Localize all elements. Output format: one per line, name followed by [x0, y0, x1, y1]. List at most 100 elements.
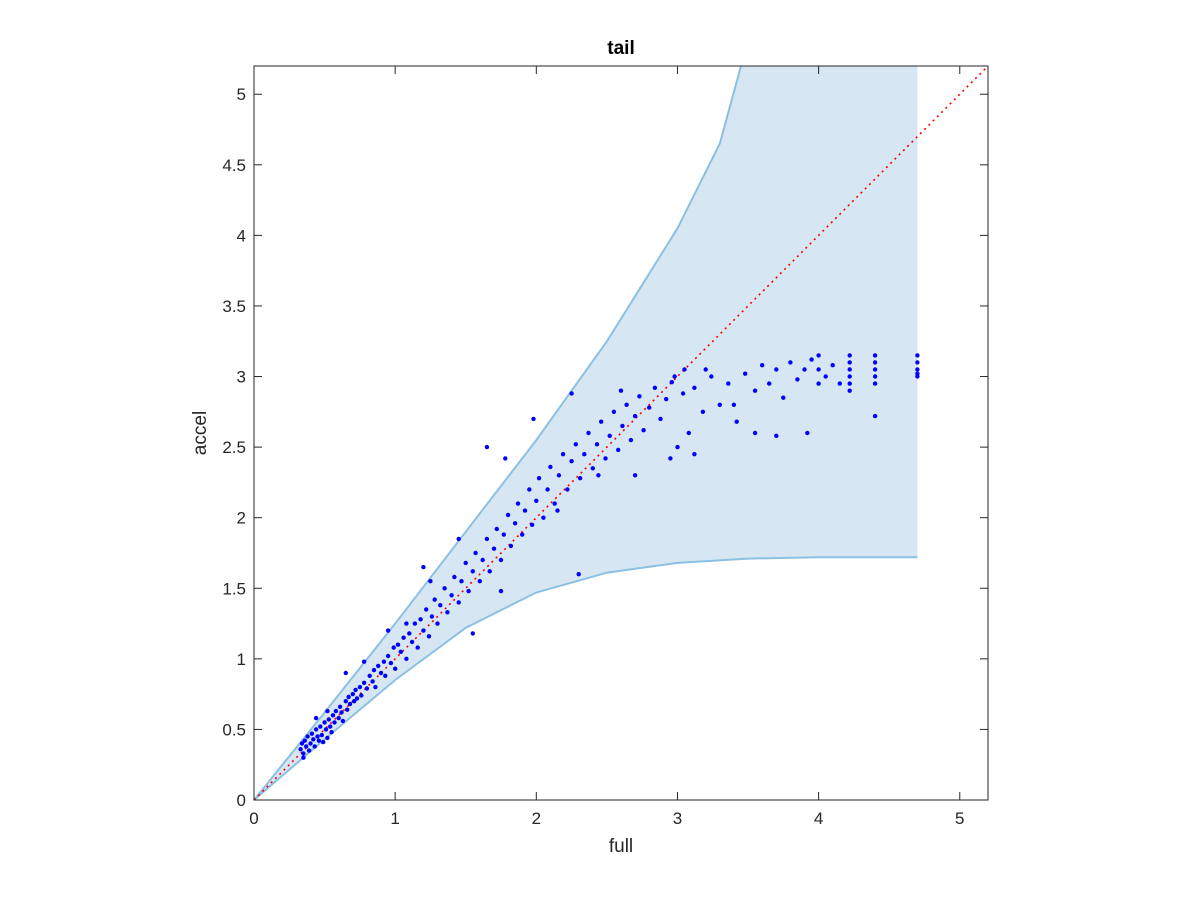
data-point [466, 588, 471, 594]
data-point [664, 396, 669, 402]
data-point [565, 487, 570, 492]
data-point [594, 442, 600, 447]
y-tick-label: 1 [237, 650, 246, 669]
data-point [847, 360, 852, 365]
data-point [647, 405, 652, 410]
data-point [308, 741, 313, 746]
data-point [404, 621, 409, 626]
data-point [700, 409, 706, 414]
data-point [872, 367, 878, 372]
axes-box [253, 65, 989, 801]
data-point [484, 536, 490, 542]
data-point [788, 360, 793, 365]
data-point [361, 659, 367, 664]
chart-title: tail [607, 38, 634, 59]
data-point [491, 546, 497, 551]
data-point [376, 663, 381, 669]
data-point [311, 737, 316, 742]
data-point [322, 720, 327, 725]
data-point [301, 755, 306, 760]
data-point [837, 381, 842, 386]
data-point [692, 452, 697, 457]
data-point [381, 659, 387, 664]
data-point [709, 374, 714, 379]
y-tick-label: 0 [237, 791, 246, 810]
data-point [393, 666, 398, 671]
data-point [350, 691, 355, 697]
x-tick-label: 4 [814, 809, 823, 828]
data-point [487, 569, 492, 574]
data-point [809, 357, 814, 362]
data-point [774, 367, 779, 372]
data-point [680, 391, 686, 396]
y-tick-label: 4.5 [222, 156, 246, 175]
data-point [332, 720, 337, 725]
data-point [752, 388, 758, 393]
axis-ticks: 0 1 2 3 4 5 0 0.5 1 1.5 2 2.5 3 3.5 4 4.5 5 [222, 66, 988, 828]
data-point [872, 374, 878, 379]
data-point [329, 730, 334, 735]
data-point [582, 452, 587, 457]
data-point [872, 353, 878, 358]
data-point [847, 353, 852, 358]
data-point [316, 738, 322, 743]
data-point [536, 476, 542, 481]
data-point [321, 739, 326, 745]
data-point [428, 579, 433, 584]
data-point [442, 586, 447, 591]
data-point [522, 508, 528, 513]
data-point [438, 603, 443, 608]
x-tick-label: 2 [532, 809, 541, 828]
data-point [672, 374, 677, 379]
data-point [816, 353, 821, 358]
y-tick-label: 2 [237, 509, 246, 528]
data-point [830, 363, 835, 368]
data-point [872, 413, 878, 419]
y-axis-label: accel [190, 411, 211, 455]
data-point [915, 353, 920, 358]
data-point [847, 374, 852, 379]
data-point [527, 487, 532, 492]
y-tick-label: 0.5 [222, 720, 246, 739]
y-tick-label: 5 [237, 85, 246, 104]
data-point [624, 402, 629, 407]
data-point [515, 501, 521, 506]
data-point [347, 701, 353, 707]
data-point [426, 634, 432, 639]
data-point [556, 473, 562, 478]
data-point [541, 515, 546, 520]
data-point [463, 560, 468, 566]
y-tick-label: 4 [237, 226, 246, 245]
data-point [421, 628, 426, 633]
data-point [435, 621, 440, 626]
data-point [529, 522, 535, 527]
data-point [391, 645, 396, 650]
data-point [385, 628, 391, 633]
data-point [326, 717, 331, 722]
data-point [675, 444, 680, 450]
data-point [555, 508, 560, 513]
data-point [367, 673, 372, 678]
data-point [404, 656, 409, 661]
data-point [357, 684, 363, 690]
data-point [359, 693, 364, 698]
data-point [459, 579, 464, 584]
data-point [669, 380, 674, 385]
data-point [401, 635, 406, 640]
x-tick-label: 5 [955, 809, 964, 828]
data-point [415, 645, 420, 650]
data-point [452, 574, 457, 580]
data-point [305, 734, 310, 739]
data-point [325, 735, 330, 741]
data-point [703, 367, 708, 372]
data-point [385, 653, 391, 659]
data-point [560, 452, 566, 457]
data-point [498, 557, 504, 563]
data-point [774, 433, 779, 438]
data-point [309, 731, 315, 736]
data-point [915, 360, 920, 365]
data-point [682, 367, 687, 372]
data-point [816, 381, 821, 386]
data-point [734, 419, 739, 424]
data-point [313, 727, 319, 732]
